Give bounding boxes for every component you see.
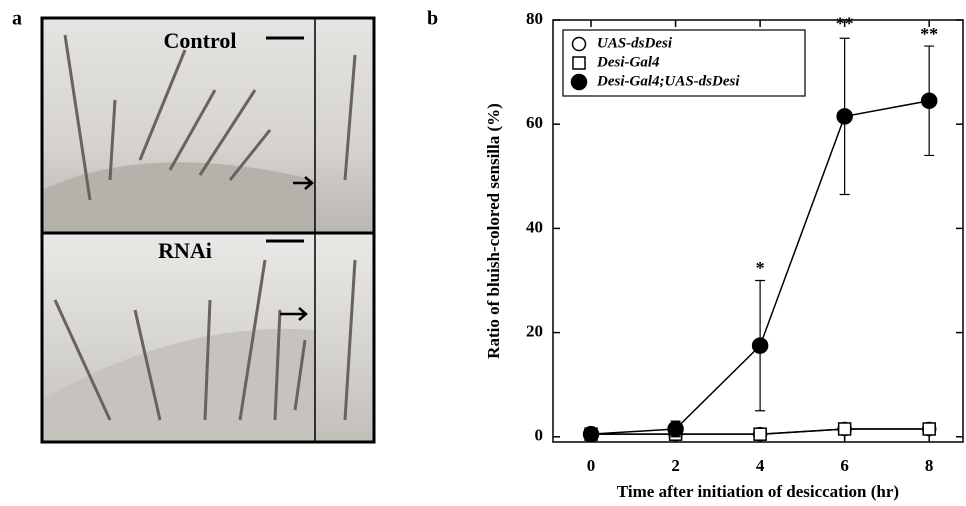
point — [571, 36, 587, 52]
x-tick-label: 4 — [756, 456, 765, 475]
point — [582, 425, 600, 443]
y-tick-label: 40 — [526, 217, 543, 236]
point — [753, 427, 767, 441]
point — [922, 422, 936, 436]
point — [751, 337, 769, 354]
y-tick-label: 20 — [526, 321, 543, 340]
point — [836, 108, 853, 125]
legend-label: Desi-Gal4;UAS-dsDesi — [596, 73, 740, 89]
point — [837, 422, 852, 436]
point — [570, 73, 588, 91]
panel-label: b — [427, 8, 438, 30]
point — [920, 92, 938, 110]
panel-label: a — [12, 8, 22, 30]
y-axis-label: Ratio of bluish-colored sensilla (%) — [484, 103, 503, 359]
annotation: * — [756, 258, 765, 278]
legend-label: UAS-dsDesi — [597, 35, 673, 51]
annotation: ** — [836, 13, 854, 33]
x-tick-label: 2 — [671, 456, 680, 475]
annotation: ** — [920, 24, 938, 44]
plot-frame — [552, 19, 964, 443]
panel-caption: RNAi — [158, 238, 212, 263]
micrograph — [40, 16, 376, 444]
x-axis-label: Time after initiation of desiccation (hr… — [617, 482, 899, 501]
y-tick-label: 60 — [526, 113, 543, 132]
legend-box — [562, 29, 806, 97]
y-tick-label: 80 — [526, 9, 543, 28]
legend-label: Desi-Gal4 — [596, 54, 660, 70]
x-tick-label: 6 — [840, 456, 849, 475]
x-tick-label: 8 — [925, 456, 934, 475]
point — [667, 420, 684, 438]
panel-caption: Control — [164, 28, 237, 53]
point — [572, 56, 586, 70]
y-tick-label: 0 — [535, 426, 544, 445]
x-tick-label: 0 — [587, 456, 596, 475]
